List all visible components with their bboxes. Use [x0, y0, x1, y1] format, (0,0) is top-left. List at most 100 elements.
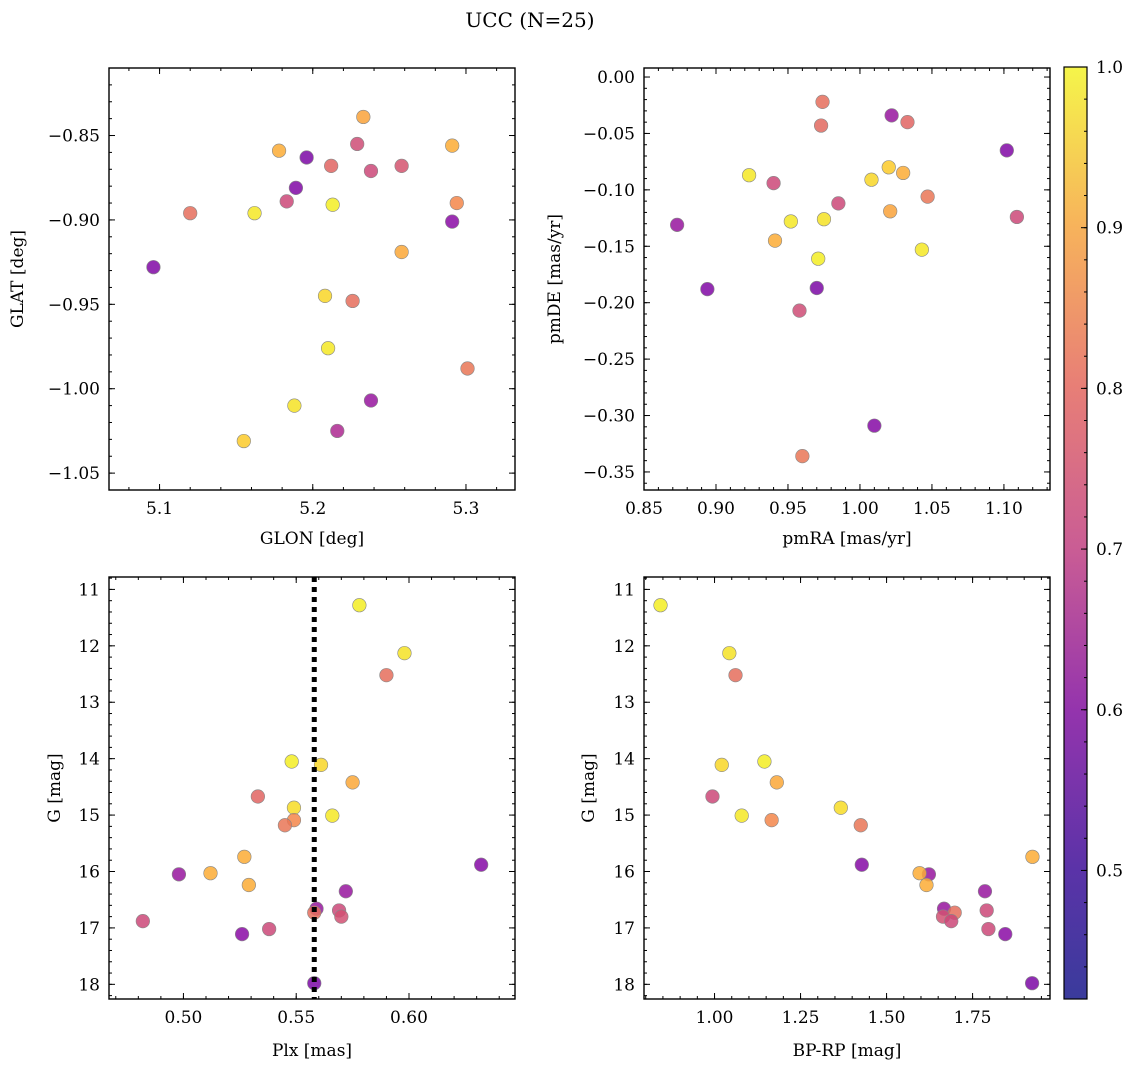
data-point [670, 217, 685, 232]
x-axis-label: pmRA [mas/yr] [782, 529, 911, 549]
data-point [271, 143, 287, 158]
data-point [764, 813, 779, 828]
x-tick-label: 5.1 [146, 499, 173, 519]
colorbar-gradient [1063, 66, 1088, 1000]
data-point [394, 244, 409, 260]
y-tick-label: 16 [613, 862, 635, 882]
x-tick-label: 1.50 [868, 1008, 906, 1028]
data-point [135, 914, 150, 929]
y-tick-label: 16 [78, 862, 100, 882]
x-tick-label: 0.85 [625, 499, 663, 519]
data-point [766, 175, 781, 191]
data-point [979, 903, 994, 918]
colorbar-tick-label: 0.8 [1096, 379, 1123, 399]
axes-frame [108, 67, 516, 491]
data-point [345, 775, 360, 790]
data-point [356, 109, 371, 125]
y-tick-label: 11 [613, 580, 635, 600]
data-point [809, 280, 824, 296]
data-point [853, 818, 868, 833]
data-point [313, 757, 329, 772]
y-tick-label: 14 [78, 750, 100, 770]
y-tick-label: −0.30 [583, 407, 635, 427]
data-point [728, 668, 743, 683]
x-tick-label: 5.2 [299, 499, 326, 519]
data-point [262, 921, 277, 937]
y-tick-label: −0.05 [583, 124, 635, 144]
data-point [815, 94, 830, 109]
data-point [287, 398, 302, 413]
data-point [345, 293, 360, 309]
y-tick-label: 18 [613, 975, 635, 995]
y-tick-label: 12 [613, 637, 635, 657]
data-point [320, 341, 336, 356]
data-point [977, 884, 993, 899]
x-tick-label: 0.60 [390, 1008, 428, 1028]
axes-frame [643, 67, 1051, 491]
colorbar-tick-label: 1.0 [1096, 58, 1123, 78]
y-axis-label: GLAT [deg] [8, 230, 28, 328]
x-tick-label: 0.50 [165, 1008, 203, 1028]
y-tick-label: −1.00 [48, 380, 100, 400]
data-point [379, 668, 394, 683]
data-point [896, 165, 911, 181]
x-axis-label: BP-RP [mag] [793, 1041, 902, 1061]
data-point [352, 598, 367, 613]
colorbar-tick-label: 0.7 [1096, 540, 1123, 560]
data-point [741, 168, 757, 183]
data-point [734, 808, 749, 823]
y-tick-label: −0.15 [583, 237, 635, 257]
data-point [325, 197, 340, 212]
data-point [241, 877, 256, 893]
data-point [460, 361, 475, 376]
y-axis-label: G [mag] [45, 753, 65, 822]
data-point [722, 646, 737, 661]
colorbar-tick-label: 0.9 [1096, 219, 1123, 239]
data-point [203, 866, 218, 881]
data-point [795, 449, 810, 464]
data-point [474, 857, 489, 872]
data-point [236, 433, 251, 449]
x-tick-label: 1.25 [782, 1008, 820, 1028]
x-axis-label: GLON [deg] [260, 529, 364, 549]
data-point [445, 214, 460, 229]
data-point [299, 150, 314, 165]
axes-frame [108, 576, 516, 1000]
data-point [883, 204, 898, 219]
x-tick-label: 0.95 [769, 499, 807, 519]
data-point [900, 115, 915, 130]
colorbar: 0.5 0.6 0.7 0.8 0.9 1.0 [1063, 58, 1123, 1000]
data-point [914, 242, 929, 257]
y-tick-label: −0.25 [583, 350, 635, 370]
data-point [920, 189, 935, 204]
data-point [237, 849, 252, 864]
data-point [284, 754, 299, 769]
y-tick-label: −0.90 [48, 211, 100, 231]
data-point [831, 196, 846, 211]
data-point [317, 288, 333, 303]
y-tick-label: 14 [613, 750, 635, 770]
data-point [714, 757, 729, 772]
data-point [653, 598, 668, 613]
data-point [350, 136, 365, 152]
x-tick-label: 0.55 [277, 1008, 315, 1028]
panel-bprp-g: 1.00 1.25 1.50 1.75 11 12 13 14 15 16 17 18 BP-RP [m… [579, 576, 1051, 1061]
data-point [338, 884, 353, 899]
data-point [767, 233, 783, 248]
data-point [171, 867, 187, 882]
data-point [250, 789, 265, 804]
data-point [811, 251, 826, 266]
data-point [919, 877, 934, 893]
data-point [247, 206, 262, 221]
data-point [867, 418, 882, 433]
data-point [183, 206, 198, 221]
x-tick-label: 1.00 [841, 499, 879, 519]
y-tick-label: −0.20 [583, 294, 635, 314]
y-tick-label: 15 [78, 806, 100, 826]
data-point [998, 927, 1013, 942]
y-tick-label: −0.85 [48, 127, 100, 147]
axes-frame [643, 576, 1051, 1000]
data-point [330, 423, 345, 439]
y-tick-label: 11 [78, 580, 100, 600]
y-tick-label: 13 [78, 693, 100, 713]
